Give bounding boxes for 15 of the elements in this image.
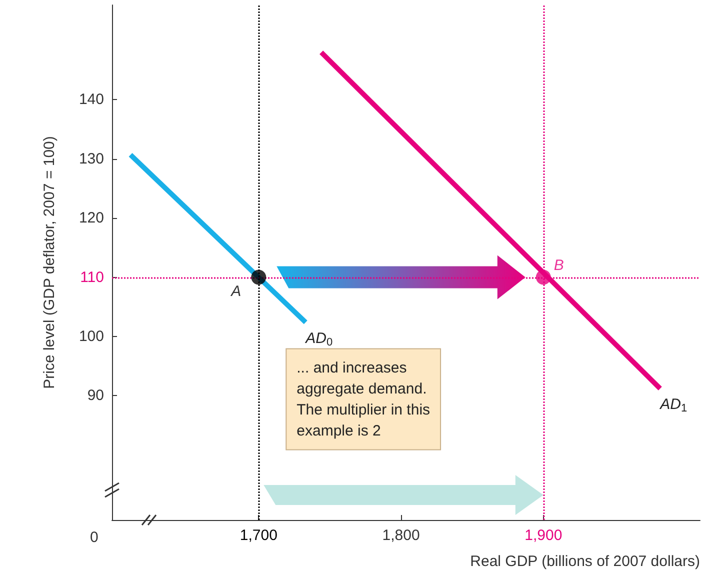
y-tick-label: 140 [78, 91, 104, 108]
data-label: A [230, 282, 242, 300]
y-axis-title: Price level (GDP deflator, 2007 = 100) [41, 136, 58, 389]
annotation: ... and increases aggregate demand. The multiplier in this example is 2 [296, 359, 430, 440]
x-tick-label: 1,800 [382, 527, 420, 544]
y-tick-label: 110 [80, 268, 104, 286]
x-tick-label: 1,700 [240, 527, 278, 544]
y-tick-label: 120 [78, 210, 104, 227]
data-label: B [554, 256, 564, 274]
y-tick-label: 90 [87, 387, 104, 404]
text: 0 [90, 529, 98, 546]
y-tick-label: 130 [78, 150, 104, 168]
x-tick-label: 1,900 [524, 527, 562, 544]
y-tick-label: 100 [78, 328, 104, 345]
x-axis-title: Real GDP (billions of 2007 dollars) [470, 553, 700, 570]
